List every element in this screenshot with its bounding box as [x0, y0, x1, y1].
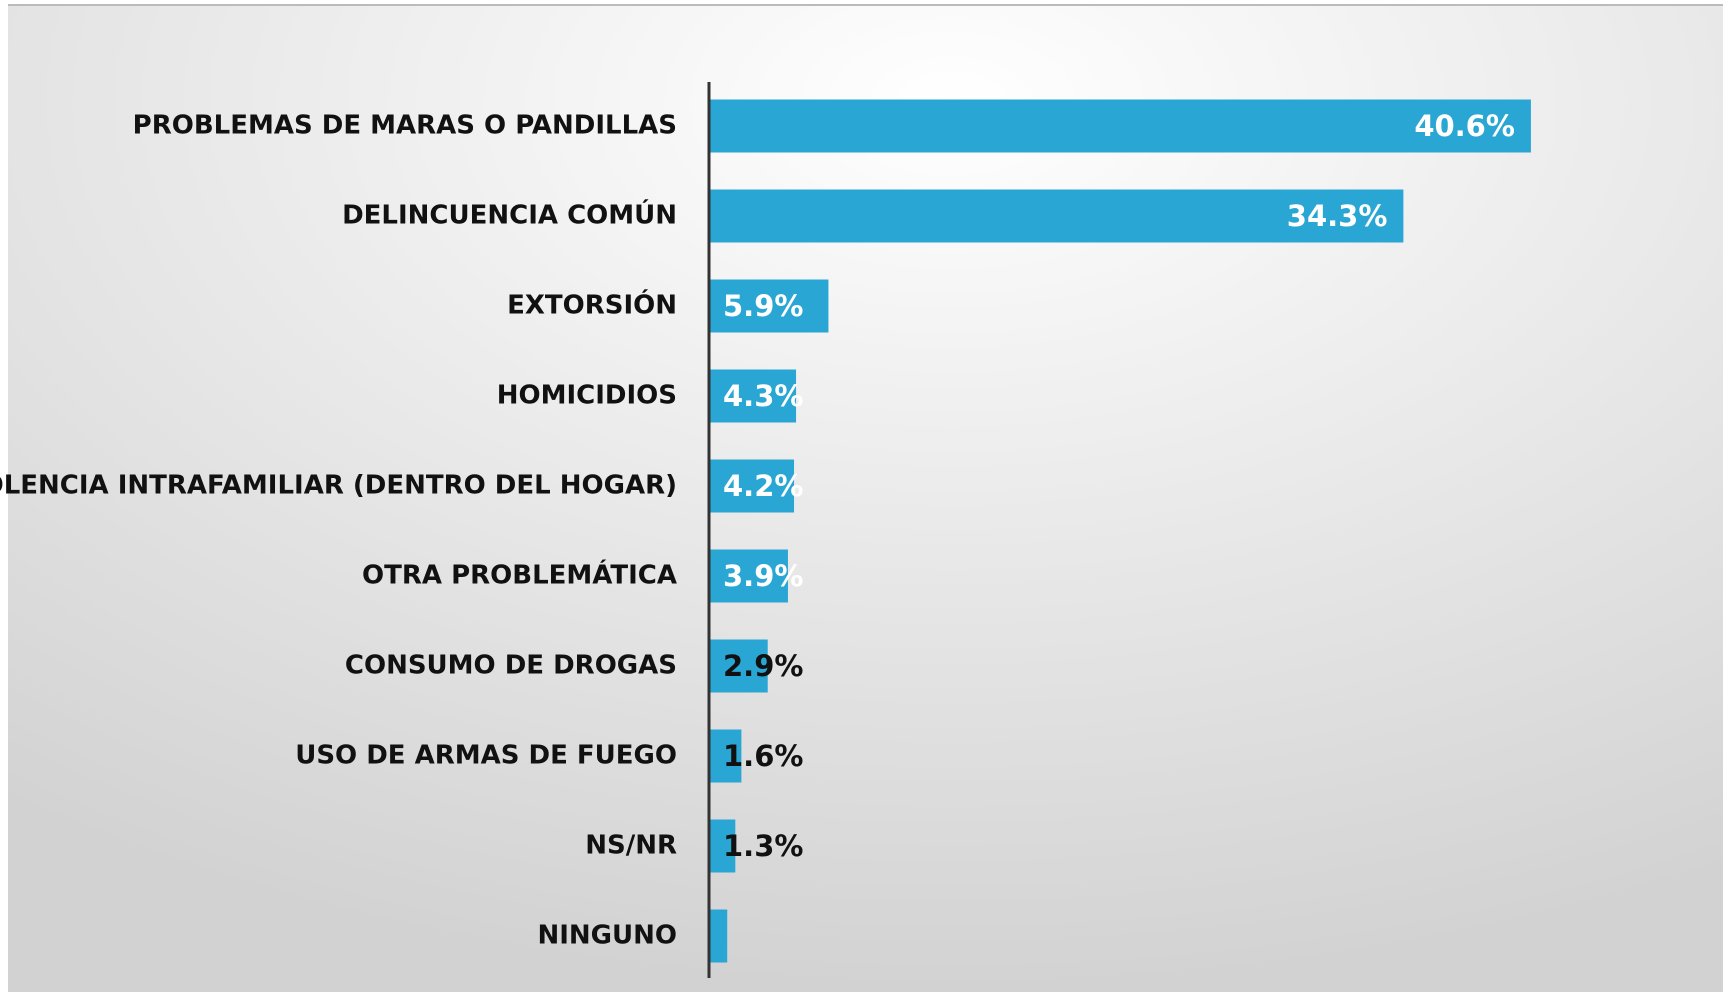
- value-label: 4.2%: [723, 469, 803, 503]
- category-label: PROBLEMAS DE MARAS O PANDILLAS: [133, 111, 677, 141]
- category-label: OTRA PROBLEMÁTICA: [362, 559, 677, 591]
- category-label: DELINCUENCIA COMÚN: [342, 199, 677, 231]
- value-label: 5.9%: [723, 289, 803, 323]
- value-label: 4.3%: [723, 379, 803, 413]
- value-label: 34.3%: [1287, 199, 1388, 233]
- category-label: NS/NR: [585, 831, 677, 861]
- value-label: 3.9%: [723, 559, 803, 593]
- slide-background: [8, 5, 1723, 992]
- bar: [709, 459, 795, 513]
- bar: [709, 549, 788, 603]
- category-label: USO DE ARMAS DE FUEGO: [295, 741, 677, 771]
- category-label: NINGUNO: [537, 921, 677, 951]
- bar: [709, 369, 797, 423]
- value-label: 1.6%: [723, 739, 803, 773]
- category-label: CONSUMO DE DROGAS: [345, 651, 677, 681]
- value-label: 1.3%: [723, 829, 803, 863]
- value-label: 40.6%: [1414, 109, 1515, 143]
- bar: [709, 279, 829, 333]
- bar: [709, 99, 1531, 153]
- bar: [709, 639, 768, 693]
- category-label: HOMICIDIOS: [497, 381, 677, 411]
- bar: [709, 189, 1404, 243]
- value-label: 2.9%: [723, 649, 803, 683]
- category-label: EXTORSIÓN: [507, 289, 677, 321]
- bar: [709, 729, 742, 783]
- bar: [709, 909, 728, 963]
- bar: [709, 819, 736, 873]
- category-label: VIOLENCIA INTRAFAMILIAR (DENTRO DEL HOGA…: [0, 471, 677, 501]
